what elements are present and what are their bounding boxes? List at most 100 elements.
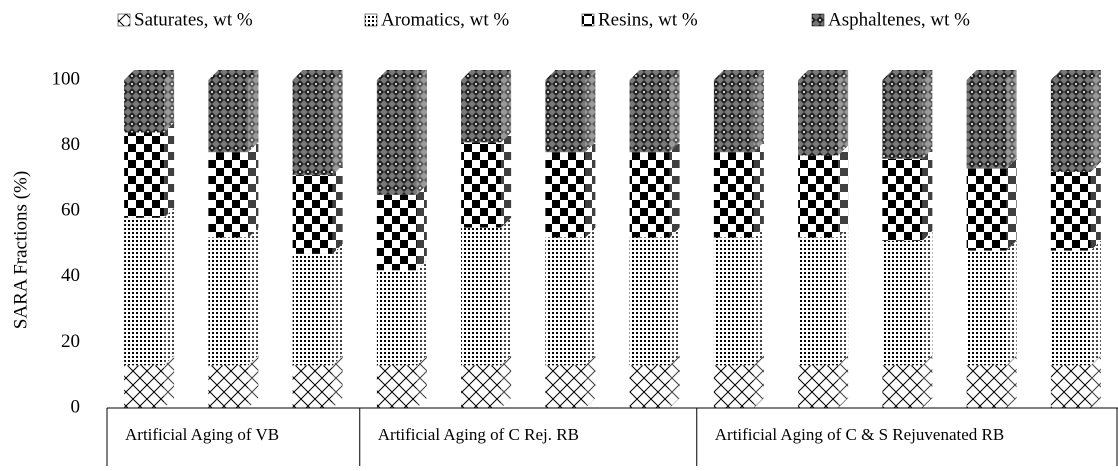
bar-side [248,227,259,366]
bar-side [585,227,596,366]
bar-side [416,355,427,408]
bar-segment [629,152,670,238]
bar-segment [124,80,165,133]
bar-side [753,227,764,366]
bar-top [545,70,596,80]
legend-swatch [117,13,131,27]
bar-segment [292,365,333,408]
bar-side [585,355,596,408]
bar-side [1006,355,1017,408]
legend-label: Resins, wt % [598,9,698,30]
bar-top [713,70,764,80]
bar-segment [629,365,670,408]
bar-segment [798,365,839,408]
legend-swatch [364,13,378,27]
bar-segment [208,80,249,153]
bar-side [585,142,596,238]
bar-segment [124,365,165,408]
bar-segment [1050,171,1091,251]
bar-side [1090,161,1101,251]
bar-side [248,355,259,408]
bar-segment [1050,250,1091,366]
bar-segment [208,237,249,366]
bar-segment [545,152,586,238]
bar-side [753,142,764,238]
bar-side [416,260,427,366]
group-label: Artificial Aging of VB [125,425,279,444]
legend-swatch [811,13,825,27]
bar-segment [545,237,586,366]
bar-side [922,355,933,408]
bar-top [461,70,512,80]
y-tick-label: 60 [61,200,80,221]
bar-top [376,70,427,80]
bar-top [629,70,680,80]
bar-side [838,145,849,238]
bar-side [669,355,680,408]
legend-label: Saturates, wt % [134,9,253,30]
bar-top [208,70,259,80]
y-tick-label: 100 [52,68,81,89]
bar-side [164,122,175,218]
bar-side [1090,355,1101,408]
bar-segment [966,365,1007,408]
y-tick-label: 40 [61,265,80,286]
bar-side [332,355,343,408]
bar-segment [1050,80,1091,172]
bar-side [1090,240,1101,366]
bar-segment [545,80,586,153]
bar-side [1006,158,1017,251]
bar-side [164,207,175,366]
bar-side [922,230,933,366]
bar-segment [966,80,1007,169]
legend-label: Aromatics, wt % [381,9,509,30]
bar-side [501,70,512,143]
bar-segment [545,365,586,408]
bar-side [1006,70,1017,169]
bar-side [669,227,680,366]
bar-side [501,217,512,366]
bar-segment [461,80,502,143]
bar-side [922,70,933,159]
bar-side [838,70,849,156]
bar-segment [882,240,923,366]
bar-side [248,142,259,238]
bar-segment [292,175,333,254]
bar-segment [208,365,249,408]
bar-side [416,184,427,271]
bar-segment [292,80,333,176]
bar-segment [376,194,417,271]
bar-segment [461,365,502,408]
bar-top [292,70,343,80]
bar-side [669,70,680,153]
bar-side [1006,240,1017,366]
bar-segment [376,270,417,366]
bar-segment [713,80,754,153]
bar-side [838,227,849,366]
bar-side [501,132,512,228]
bar-segment [798,237,839,366]
bar-segment [629,237,670,366]
bar-segment [966,168,1007,251]
bar-segment [882,158,923,241]
bar-side [164,70,175,133]
bar-top [966,70,1017,80]
y-tick-label: 20 [61,331,80,352]
bar-segment [629,80,670,153]
bar-segment [966,250,1007,366]
bar-top [798,70,849,80]
bar-side [248,70,259,153]
bar-segment [376,365,417,408]
group-label: Artificial Aging of C & S Rejuvenated RB [715,425,1004,444]
group-label: Artificial Aging of C Rej. RB [378,425,579,444]
y-tick-label: 0 [71,396,81,417]
bar-segment [292,253,333,366]
bar-segment [124,132,165,218]
bar-side [753,70,764,153]
legend-label: Asphaltenes, wt % [828,9,970,30]
bar-segment [376,80,417,195]
y-axis-title: SARA Fractions (%) [10,171,31,329]
bar-segment [713,365,754,408]
bar-side [164,355,175,408]
